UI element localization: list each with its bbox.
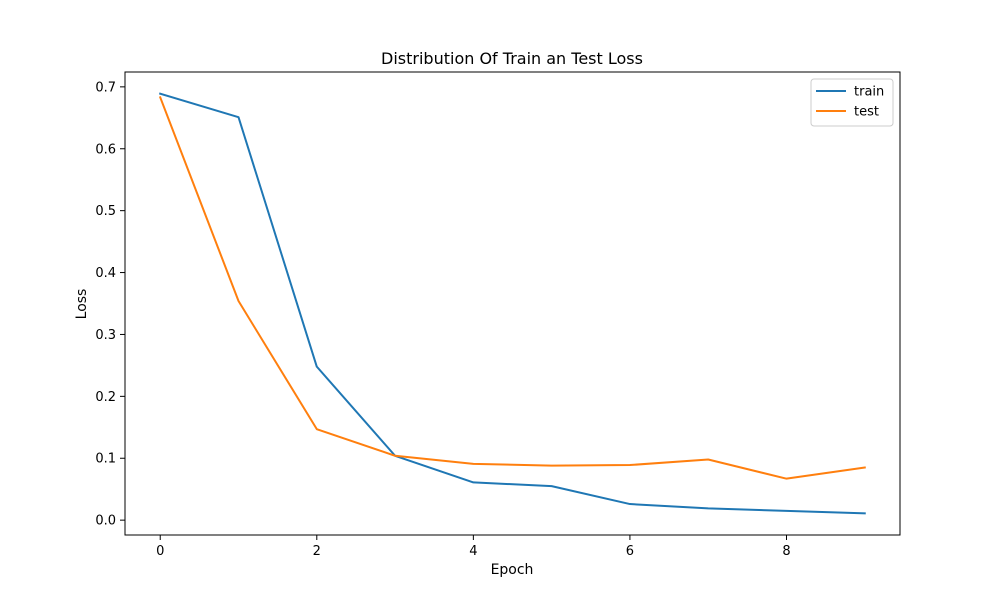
x-axis: 0 2 4 6 8 [156,535,791,559]
y-tick-label: 0.3 [95,328,116,343]
x-tick-label: 0 [156,544,164,559]
series-layer [158,92,866,515]
y-tick-label: 0.4 [95,266,116,281]
y-tick-label: 0.5 [95,204,116,219]
legend: train test [810,78,894,127]
chart-title: Distribution Of Train an Test Loss [381,49,643,68]
legend-label-train: train [854,85,884,100]
y-tick-label: 0.6 [95,142,116,157]
plot-frame [124,71,901,536]
y-axis-label: Loss [74,289,90,320]
y-tick-label: 0.0 [95,514,116,529]
series-line-train [158,92,866,515]
y-tick-label: 0.7 [95,80,116,95]
y-axis: 0.0 0.1 0.2 0.3 0.4 0.5 0.6 0.7 [95,80,125,529]
x-tick-label: 4 [469,544,477,559]
y-tick-label: 0.1 [95,452,116,467]
x-tick-label: 2 [313,544,321,559]
y-tick-label: 0.2 [95,390,116,405]
legend-label-test: test [854,105,879,120]
x-tick-label: 6 [626,544,634,559]
series-line-test [158,96,866,480]
x-axis-label: Epoch [491,562,534,578]
x-tick-label: 8 [782,544,790,559]
